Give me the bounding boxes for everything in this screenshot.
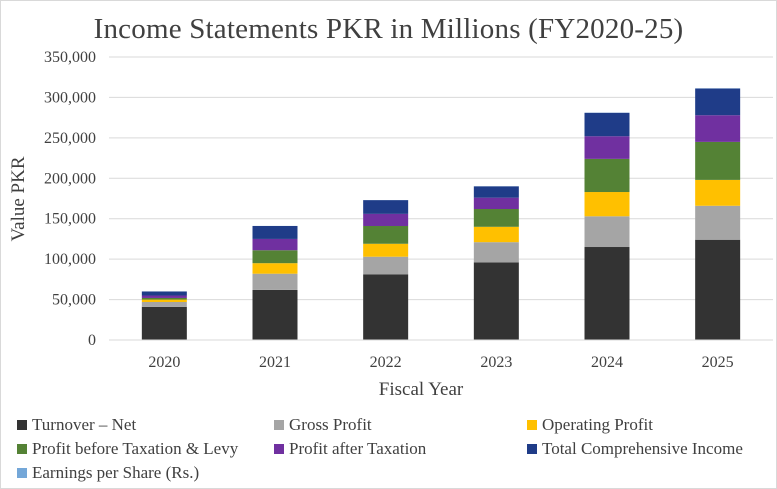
legend-item: Operating Profit: [527, 415, 653, 435]
legend-item: Profit after Taxation: [274, 439, 426, 459]
bar-segment: [363, 213, 409, 226]
chart-plot: 0 50,000 100,000 150,000 200,000 250,000 300,0…: [8, 49, 773, 400]
chart-title: Income Statements PKR in Millions (FY202…: [93, 13, 684, 45]
legend-label: Operating Profit: [542, 415, 653, 434]
y-tick-label: 300,000: [44, 89, 96, 106]
bar-segment: [363, 274, 409, 340]
bar-segment: [252, 263, 298, 274]
bar-segment: [141, 299, 187, 302]
legend-swatch: [527, 420, 537, 430]
legend-item: Profit before Taxation & Levy: [17, 439, 238, 459]
legend-swatch: [274, 420, 284, 430]
legend: Turnover – Net Gross Profit Operating Prof…: [1, 415, 776, 488]
x-tick-label: 2023: [480, 354, 512, 371]
bar-segment: [695, 205, 741, 240]
legend-item: Turnover – Net: [17, 415, 136, 435]
bar-segment: [252, 250, 298, 264]
bar-segment: [695, 239, 741, 340]
bar-segment: [141, 297, 187, 300]
bar-segment: [141, 306, 187, 340]
bar-segment: [473, 186, 519, 198]
legend-item: Total Comprehensive Income: [527, 439, 743, 459]
y-tick-label: 0: [88, 332, 96, 349]
bar-segment: [363, 256, 409, 275]
y-tick-label: 50,000: [52, 292, 96, 309]
legend-label: Turnover – Net: [32, 415, 137, 434]
gridlines: [109, 56, 773, 301]
bar-segment: [695, 179, 741, 206]
x-tick-label: 2021: [259, 354, 291, 371]
legend-label: Gross Profit: [289, 415, 372, 434]
legend-swatch: [17, 420, 27, 430]
bar-segment: [141, 301, 187, 307]
bar-segment: [695, 115, 741, 142]
legend-label: Profit after Taxation: [289, 439, 427, 458]
x-axis-title: Fiscal Year: [379, 379, 464, 400]
bar-segment: [584, 216, 630, 248]
x-tick-label: 2020: [148, 354, 180, 371]
bar-segment: [473, 209, 519, 227]
x-tick-label: 2024: [591, 354, 623, 371]
bar-segment: [473, 242, 519, 263]
y-tick-label: 100,000: [44, 251, 96, 268]
bar-segment: [695, 141, 741, 180]
bar-segment: [252, 273, 298, 290]
legend-swatch: [274, 444, 284, 454]
bars: [141, 88, 741, 340]
bar-segment: [473, 262, 519, 340]
legend-item: Gross Profit: [274, 415, 372, 435]
bar-segment: [363, 225, 409, 244]
bar-segment: [473, 197, 519, 210]
bar-segment: [584, 192, 630, 217]
bar-segment: [695, 88, 741, 116]
bar-segment: [584, 247, 630, 340]
bar-segment: [363, 243, 409, 257]
bar-segment: [584, 112, 630, 137]
bar-segment: [584, 136, 630, 159]
y-tick-label: 250,000: [44, 130, 96, 147]
bar-segment: [252, 238, 298, 251]
bar-segment: [473, 226, 519, 243]
bar-segment: [141, 291, 187, 296]
bar-segment: [363, 200, 409, 214]
legend-item: Earnings per Share (Rs.): [17, 463, 199, 483]
bar-segment: [141, 295, 187, 298]
y-tick-label: 150,000: [44, 211, 96, 228]
x-tick-label: 2025: [702, 354, 734, 371]
bar-segment: [252, 289, 298, 340]
axes: 0 50,000 100,000 150,000 200,000 250,000 300,0…: [44, 49, 773, 371]
legend-label: Profit before Taxation & Levy: [32, 439, 239, 458]
bar-segment: [252, 225, 298, 239]
x-tick-label: 2022: [370, 354, 402, 371]
legend-swatch: [17, 444, 27, 454]
legend-label: Earnings per Share (Rs.): [32, 463, 200, 482]
bar-segment: [584, 158, 630, 193]
legend-swatch: [527, 444, 537, 454]
legend-label: Total Comprehensive Income: [542, 439, 743, 458]
y-tick-label: 350,000: [44, 49, 96, 66]
y-axis-title: Value PKR: [8, 156, 29, 241]
legend-swatch: [17, 468, 27, 478]
y-tick-label: 200,000: [44, 170, 96, 187]
